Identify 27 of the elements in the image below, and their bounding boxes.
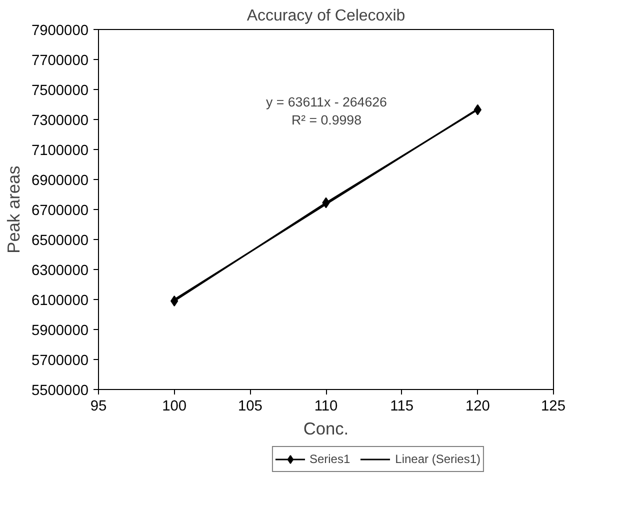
y-tick-label: 7100000	[31, 143, 89, 159]
y-tick-label: 5700000	[31, 353, 89, 369]
chart-title: Accuracy of Celecoxib	[246, 8, 406, 24]
y-tick-label: 7700000	[31, 53, 89, 69]
y-tick-label: 6900000	[31, 173, 89, 189]
x-tick-label: 95	[90, 398, 107, 414]
annotation: R² = 0.9998	[291, 112, 362, 128]
y-tick-label: 6100000	[31, 293, 89, 309]
y-tick-label: 7300000	[31, 113, 89, 129]
y-tick-label: 6500000	[31, 233, 89, 249]
x-tick-label: 115	[390, 398, 414, 414]
y-tick-label: 7500000	[31, 83, 89, 99]
x-tick-label: 100	[162, 398, 187, 414]
legend-label: Linear (Series1)	[395, 452, 481, 466]
y-tick-label: 6300000	[31, 263, 89, 279]
y-axis-title: Peak areas	[3, 165, 24, 254]
y-tick-label: 6700000	[31, 203, 89, 219]
x-tick-label: 110	[314, 398, 338, 414]
y-tick-label: 7900000	[31, 23, 89, 39]
x-tick-label: 105	[238, 398, 262, 414]
x-tick-label: 125	[541, 398, 566, 414]
x-axis-title: Conc.	[303, 418, 349, 438]
annotation: y = 63611x - 264626	[266, 94, 387, 110]
legend-label: Series1	[309, 452, 350, 466]
x-tick-label: 120	[465, 398, 490, 414]
y-tick-label: 5500000	[31, 383, 89, 399]
y-tick-label: 5900000	[31, 323, 89, 339]
